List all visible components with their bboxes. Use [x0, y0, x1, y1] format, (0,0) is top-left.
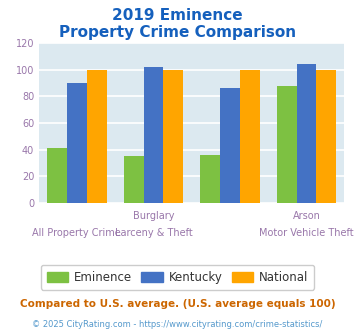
Text: Property Crime Comparison: Property Crime Comparison [59, 25, 296, 40]
Bar [143, 67, 163, 203]
Bar [200, 155, 220, 203]
Bar [220, 88, 240, 203]
Bar [297, 64, 316, 203]
Bar [277, 85, 297, 203]
Legend: Eminence, Kentucky, National: Eminence, Kentucky, National [41, 265, 314, 290]
Text: © 2025 CityRating.com - https://www.cityrating.com/crime-statistics/: © 2025 CityRating.com - https://www.city… [32, 320, 323, 329]
Bar [240, 70, 260, 203]
Bar [87, 70, 106, 203]
Text: Compared to U.S. average. (U.S. average equals 100): Compared to U.S. average. (U.S. average … [20, 299, 335, 309]
Bar [316, 70, 336, 203]
Text: Burglary: Burglary [133, 211, 174, 221]
Bar [67, 83, 87, 203]
Text: Larceny & Theft: Larceny & Theft [115, 228, 192, 238]
Text: Motor Vehicle Theft: Motor Vehicle Theft [259, 228, 354, 238]
Text: Arson: Arson [293, 211, 321, 221]
Bar [163, 70, 183, 203]
Text: All Property Crime: All Property Crime [33, 228, 121, 238]
Bar [124, 156, 143, 203]
Bar [47, 148, 67, 203]
Text: 2019 Eminence: 2019 Eminence [112, 8, 243, 23]
